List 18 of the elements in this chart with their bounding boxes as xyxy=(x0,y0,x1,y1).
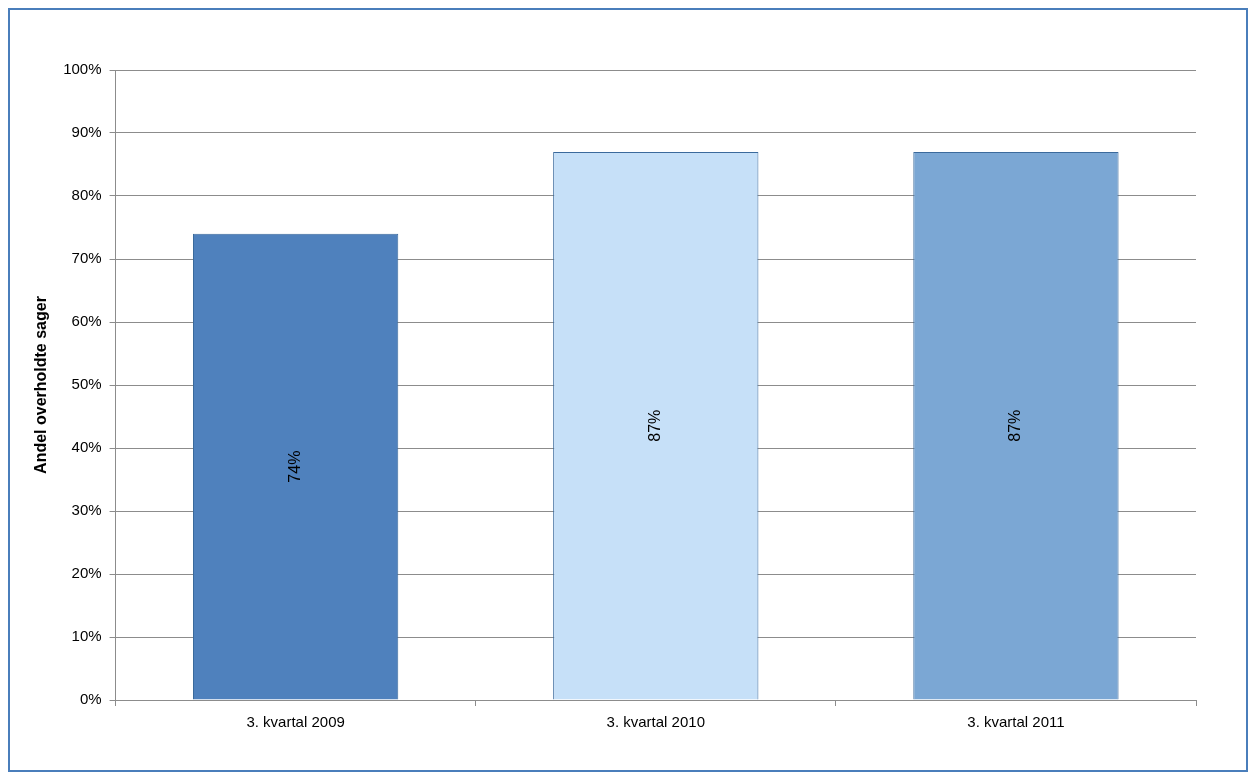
y-tick-label: 20% xyxy=(71,564,102,582)
y-axis-title: Andel overholdte sager xyxy=(32,296,50,474)
y-tick-label: 40% xyxy=(71,438,102,456)
y-tick-label: 100% xyxy=(63,60,102,78)
y-tick-label: 0% xyxy=(79,690,102,708)
y-tick-label: 50% xyxy=(71,375,102,393)
data-label: 74% xyxy=(286,450,304,483)
data-label: 87% xyxy=(646,409,664,442)
x-tick-label: 3. kvartal 2011 xyxy=(967,713,1065,731)
y-tick-label: 60% xyxy=(71,312,102,330)
x-tick-label: 3. kvartal 2010 xyxy=(606,713,705,731)
y-tick-label: 70% xyxy=(71,249,102,267)
x-tick-label: 3. kvartal 2009 xyxy=(246,713,345,731)
y-tick-label: 30% xyxy=(71,501,102,519)
data-label: 87% xyxy=(1006,409,1024,442)
y-tick-label: 80% xyxy=(71,186,102,204)
y-tick-label: 90% xyxy=(71,123,102,141)
y-tick-label: 10% xyxy=(71,627,102,645)
